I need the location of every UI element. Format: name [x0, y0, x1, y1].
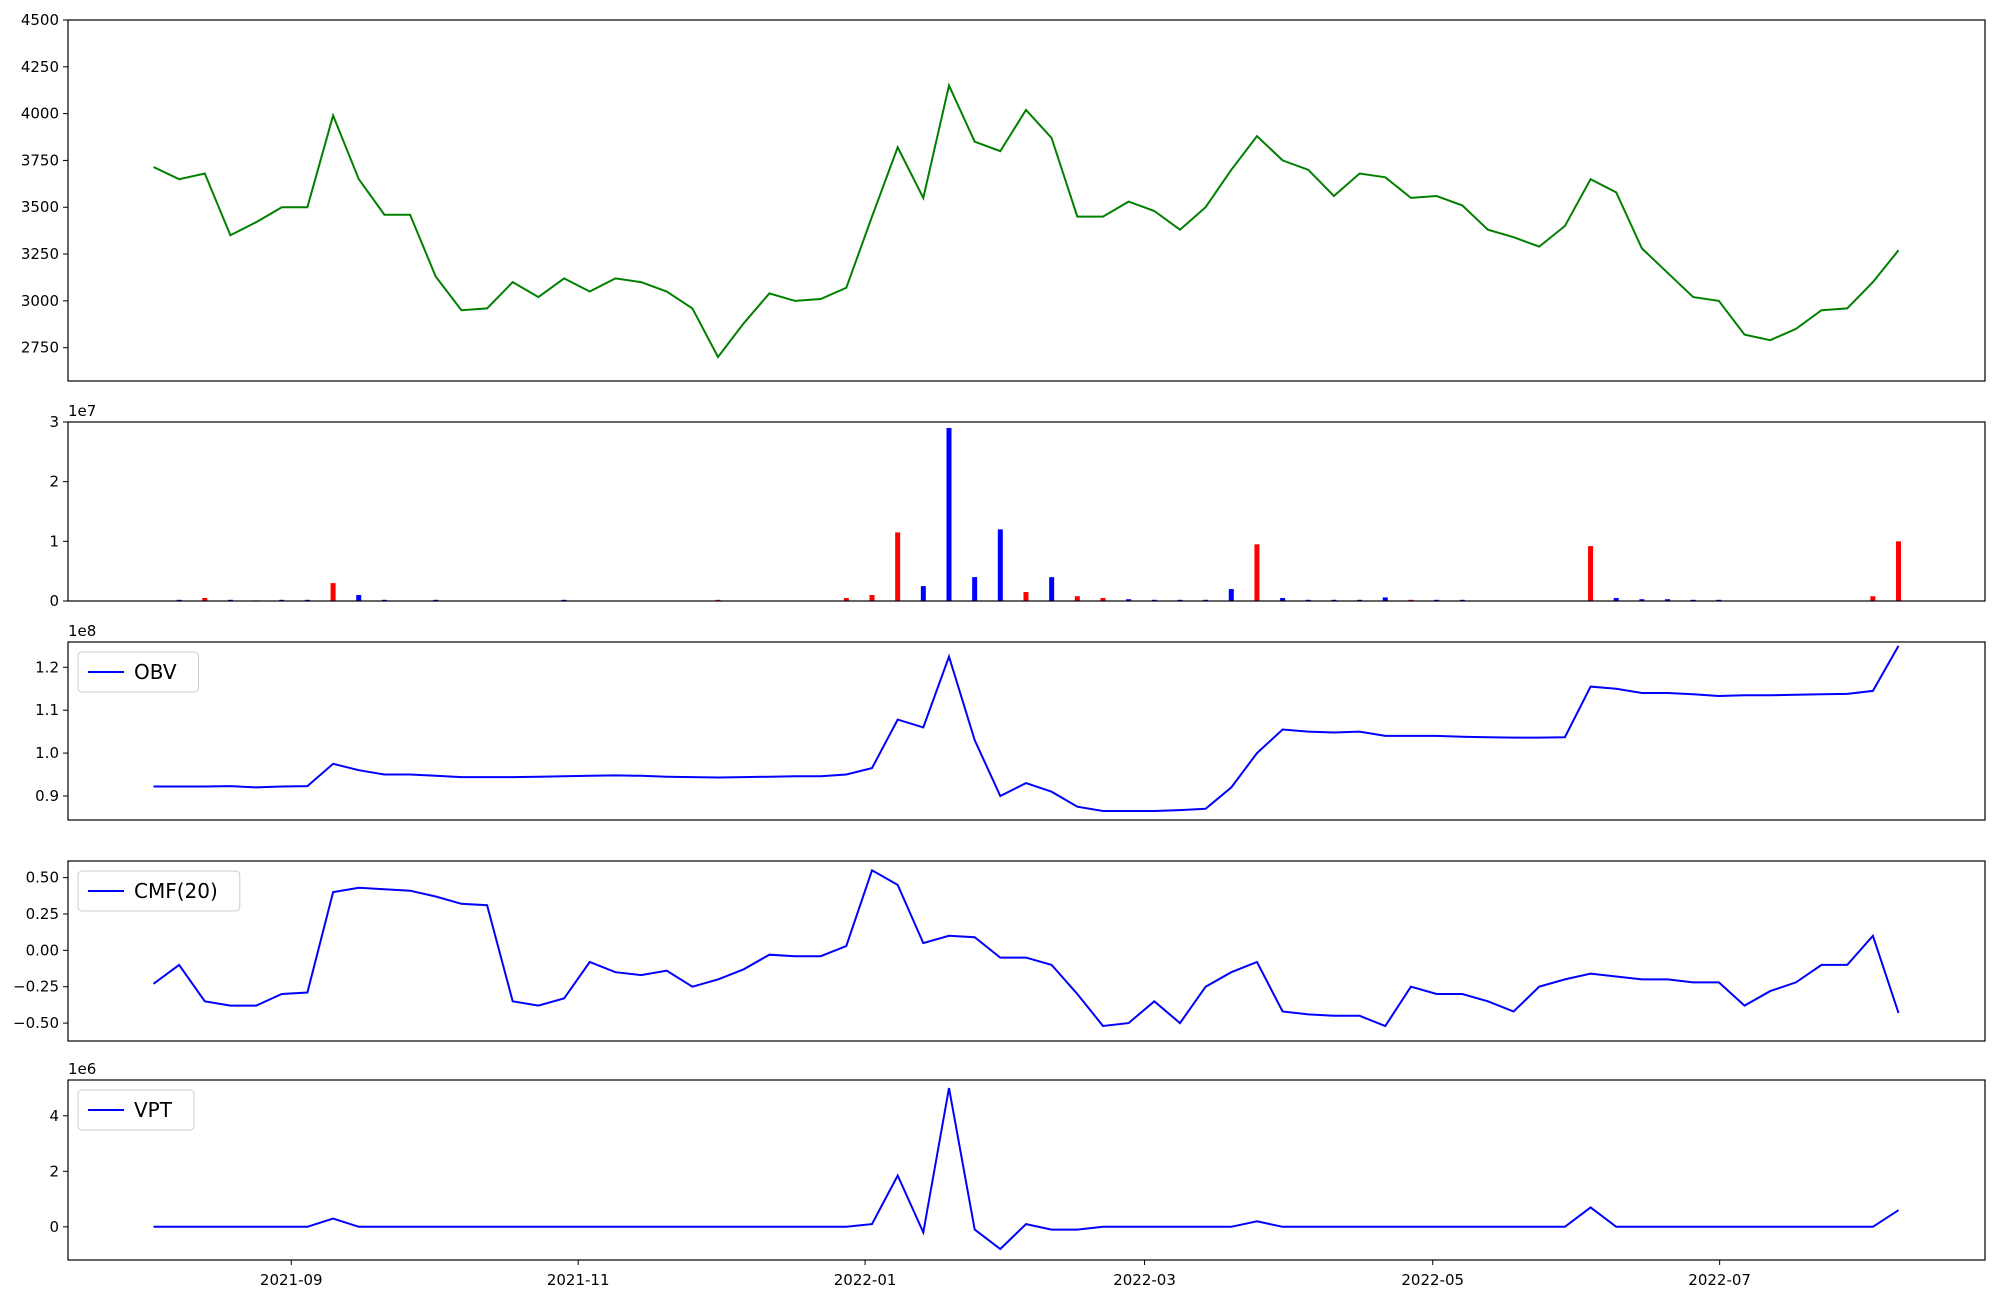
legend-label: CMF(20) [134, 879, 218, 903]
panel: 2750 3000 3250 3500 3750 4000 4250 4500 [21, 11, 1986, 382]
volume-bar [356, 595, 362, 601]
legend: CMF(20) [77, 870, 241, 912]
panel: 0 1 2 3 1e7 [49, 402, 1986, 610]
legend-box [77, 1089, 195, 1131]
y-tick-label: 4 [49, 1107, 59, 1125]
y-tick-label: 3 [49, 413, 59, 431]
y-tick-label: 1.0 [35, 744, 59, 762]
volume-bar [1228, 589, 1234, 601]
volume-bar [1639, 599, 1645, 601]
y-tick-label: 3750 [21, 151, 59, 169]
plot-frame [67, 421, 1986, 602]
x-tick-label: 2021-09 [260, 1271, 323, 1289]
volume-bar [202, 598, 208, 601]
legend-box [77, 870, 241, 912]
volume-bar [1896, 541, 1902, 601]
legend: OBV [77, 651, 200, 693]
plot-frame [67, 641, 1986, 821]
volume-bar [1665, 599, 1671, 601]
y-tick-label: 2750 [21, 339, 59, 357]
y-tick-label: 1.2 [35, 658, 59, 676]
y-tick-label: 3500 [21, 198, 59, 216]
volume-bar [1254, 544, 1260, 601]
y-tick-label: −0.50 [13, 1014, 59, 1032]
volume-bar [1280, 598, 1286, 601]
volume-bar [1023, 592, 1029, 601]
x-tick-label: 2022-01 [834, 1271, 897, 1289]
data-line [153, 645, 1900, 812]
volume-bar [1870, 596, 1876, 601]
panel: 0 2 4 2021-09 2021-11 2022-01 2022-03 2022-05 20… [49, 1060, 1986, 1289]
y-tick-label: −0.25 [13, 978, 59, 996]
y-tick-label: 3000 [21, 292, 59, 310]
data-line [153, 1087, 1900, 1251]
legend-label: OBV [134, 660, 177, 684]
offset-text: 1e6 [68, 1060, 96, 1078]
y-tick-label: 4500 [21, 11, 59, 29]
y-tick-label: 0 [49, 1218, 59, 1236]
volume-bar [330, 583, 336, 601]
x-tick-label: 2022-05 [1401, 1271, 1464, 1289]
plot-frame [67, 860, 1986, 1042]
volume-bar [1588, 546, 1594, 601]
y-tick-label: 1 [49, 532, 59, 550]
volume-bar [1613, 598, 1619, 601]
y-tick-label: 0.9 [35, 787, 59, 805]
y-tick-label: 1.1 [35, 701, 59, 719]
volume-bar [869, 595, 875, 601]
y-tick-label: 4000 [21, 105, 59, 123]
volume-bar [1074, 596, 1080, 601]
volume-bar [843, 598, 849, 601]
y-tick-label: 2 [49, 473, 59, 491]
legend-box [77, 651, 200, 693]
y-tick-label: 0.00 [26, 941, 59, 959]
y-tick-label: 3250 [21, 245, 59, 263]
legend-label: VPT [134, 1098, 173, 1122]
volume-bar [895, 532, 901, 601]
panel: −0.50 −0.25 0.00 0.25 0.50 CMF(20) [13, 860, 1986, 1042]
panel: 0.9 1.0 1.1 1.2 1e8 OBV [35, 622, 1986, 821]
offset-text: 1e7 [68, 402, 96, 420]
plot-frame [67, 19, 1986, 382]
y-tick-label: 0.25 [26, 905, 59, 923]
x-tick-label: 2022-07 [1688, 1271, 1751, 1289]
volume-bar [946, 427, 952, 601]
legend: VPT [77, 1089, 195, 1131]
volume-bar [997, 529, 1003, 601]
offset-text: 1e8 [68, 622, 96, 640]
plot-frame [67, 1079, 1986, 1261]
volume-bar [1382, 597, 1388, 601]
data-line [152, 868, 1900, 1028]
y-tick-label: 0 [49, 592, 59, 610]
volume-bar [920, 586, 926, 601]
y-tick-label: 2 [49, 1162, 59, 1180]
y-tick-label: 4250 [21, 58, 59, 76]
x-tick-label: 2021-11 [547, 1271, 610, 1289]
volume-bar [972, 577, 978, 601]
x-tick-label: 2022-03 [1113, 1271, 1176, 1289]
volume-bar [1049, 577, 1055, 601]
volume-bar [1100, 598, 1106, 601]
y-tick-label: 0.50 [26, 869, 59, 887]
volume-bar [1126, 599, 1132, 601]
data-line [153, 82, 1900, 359]
